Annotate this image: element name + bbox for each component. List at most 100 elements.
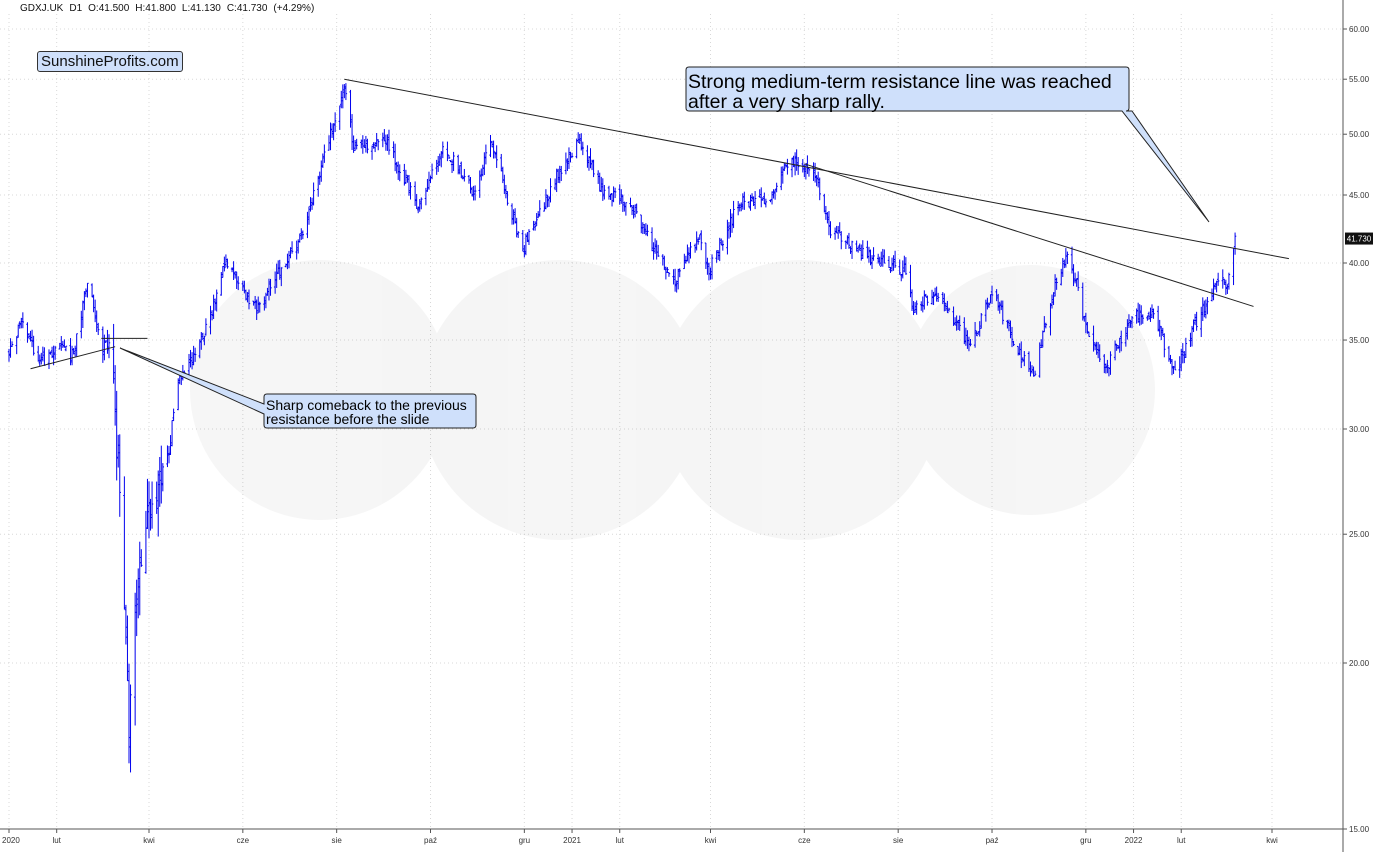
price-bar (633, 204, 637, 218)
price-bar (720, 238, 723, 246)
price-bar (910, 289, 914, 311)
price-bar (241, 280, 245, 292)
price-bar (952, 306, 955, 326)
time-tick-label: sie (893, 836, 904, 845)
price-bar (881, 248, 884, 267)
price-bar (460, 161, 463, 179)
price-bar (749, 194, 752, 211)
price-bar (49, 351, 52, 355)
price-bar (736, 201, 740, 216)
price-bar (689, 241, 692, 259)
price-bar (107, 334, 111, 359)
price-bar (1075, 278, 1078, 287)
time-tick-label: 2021 (563, 836, 581, 845)
price-bar (113, 365, 117, 426)
price-bar (786, 158, 789, 175)
price-bar (696, 237, 700, 245)
price-bar (1092, 325, 1095, 352)
price-bar (816, 171, 820, 188)
price-bar (592, 159, 595, 178)
price-bar (923, 290, 926, 310)
price-bar (643, 223, 646, 235)
price-bar (869, 249, 872, 266)
price-bar (169, 435, 172, 455)
price-bar (860, 244, 863, 261)
price-bar (656, 244, 660, 257)
price-bar (912, 301, 915, 316)
price-bar (772, 189, 775, 199)
price-bar (1120, 330, 1123, 352)
price-bar (706, 257, 709, 275)
price-bar (483, 152, 486, 176)
price-bar (646, 224, 649, 237)
price-bar (655, 240, 658, 260)
brand-label: SunshineProfits.com (37, 51, 183, 72)
price-bar (481, 164, 485, 177)
price-bar (1173, 360, 1177, 371)
price-bar (827, 211, 831, 236)
last-price-marker: 41.730 (1345, 232, 1373, 245)
price-bar (95, 310, 98, 332)
price-bar (600, 176, 603, 193)
high-value: H:41.800 (135, 3, 176, 14)
comeback-callout-line1: Sharp comeback to the previous (266, 397, 467, 413)
price-bar (103, 334, 106, 361)
time-tick-label: kwi (1266, 836, 1278, 845)
price-bar (883, 249, 886, 264)
price-bar (695, 231, 698, 251)
price-bar (64, 345, 68, 352)
price-bar (301, 230, 305, 240)
price-bar (878, 256, 881, 266)
price-bar (341, 84, 345, 109)
price-bar (1115, 343, 1118, 351)
price-bar (413, 181, 417, 206)
price-bar (38, 354, 41, 367)
price-tick-label: 25.00 (1349, 530, 1370, 539)
price-bar (764, 198, 768, 208)
price-bar (307, 206, 311, 225)
price-bar (97, 322, 100, 336)
price-tick-label: 35.00 (1349, 336, 1370, 345)
price-bar (1170, 359, 1174, 376)
interval: D1 (69, 3, 83, 14)
price-bar (157, 470, 160, 537)
price-bar (381, 132, 385, 148)
price-bar (43, 347, 46, 366)
price-bar (190, 352, 194, 370)
price-bar (861, 240, 864, 260)
price-bar (795, 149, 798, 171)
price-bar (441, 141, 445, 159)
price-bar (1044, 322, 1048, 329)
price-bar (247, 289, 251, 310)
price-bar (752, 196, 755, 206)
price-bar (397, 161, 400, 180)
price-bar (489, 134, 492, 158)
price-bar (715, 250, 718, 263)
price-bar (278, 259, 281, 280)
price-bar (20, 317, 23, 329)
price-bar (133, 592, 137, 726)
price-bar (63, 339, 66, 348)
price-bar (452, 151, 455, 172)
price-bar (224, 254, 228, 268)
price-bar (1127, 314, 1131, 328)
price-bar (516, 231, 520, 238)
price-bar (515, 217, 518, 238)
price-bar (718, 237, 721, 262)
price-bar (15, 336, 18, 355)
price-bar (21, 312, 25, 329)
price-bar (844, 240, 848, 249)
price-bar (900, 273, 903, 282)
price-bar (255, 299, 258, 321)
price-bar (1001, 300, 1004, 325)
price-bar (989, 294, 992, 304)
price-bar (398, 164, 401, 182)
time-axis: 2020 lut kwi cze sie paź gru 2021 lut kwi cze sie pa… (0, 828, 1343, 845)
price-bar (403, 163, 406, 186)
close-value: C:41.730 (226, 3, 268, 14)
comeback-callout: Sharp comeback to the previous resistanc… (119, 347, 477, 429)
price-bar (237, 276, 240, 291)
price-bar (50, 346, 54, 359)
price-bar (384, 134, 388, 151)
price-bar (727, 221, 731, 239)
